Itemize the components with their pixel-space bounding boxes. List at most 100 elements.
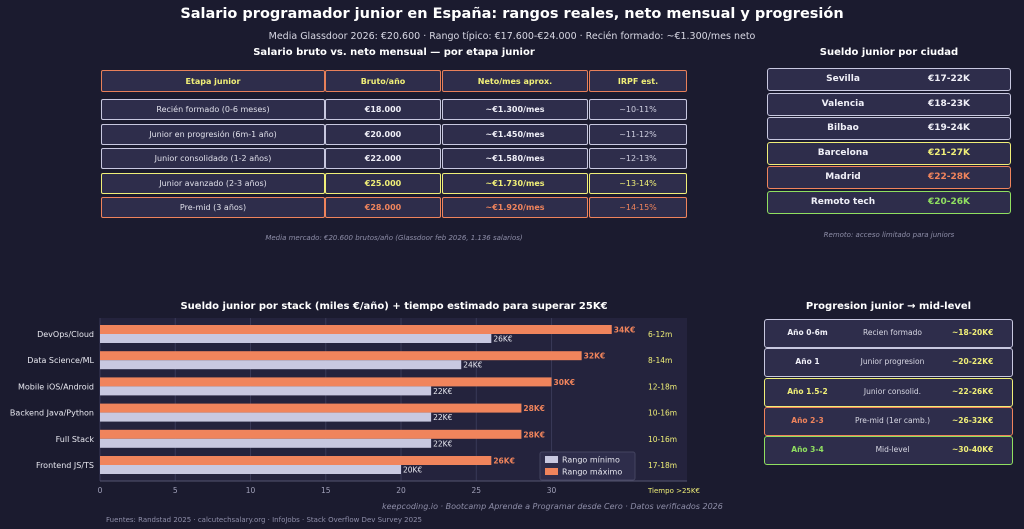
table-header-cell: IRPF est. [589, 70, 687, 92]
bar-min-label: 26K€ [493, 335, 512, 344]
progression-year: Año 0-6m [787, 328, 828, 337]
progression-salary: ~22-26K€ [952, 386, 994, 396]
legend-swatch [545, 468, 558, 475]
city-row: Remoto tech €20-26K [767, 190, 1011, 214]
page-title: Salario programador junior en España: ra… [180, 6, 844, 22]
city-row: Sevilla €17-22K [767, 68, 1011, 91]
bar-max-label: 30K€ [554, 378, 575, 387]
city-name: Sevilla [826, 74, 860, 84]
table-title: Salario bruto vs. neto mensual — por eta… [253, 47, 535, 58]
table-cell-etapa: Junior avanzado (2-3 años) [101, 172, 325, 194]
x-tick-label: 10 [246, 486, 256, 495]
bar-min-label: 22K€ [433, 413, 452, 422]
table-cell-bruto: €22.000 [325, 148, 441, 169]
progression-salary: ~18-20K€ [952, 328, 994, 337]
cities-note: Remoto: acceso limitado para juniors [823, 231, 955, 239]
page-subtitle: Media Glassdoor 2026: €20.600 · Rango tí… [268, 31, 756, 42]
bar-min [100, 438, 432, 448]
footer-sources: Fuentes: Randstad 2025 · calcutechsalary… [106, 516, 423, 524]
progression-year: Año 3-4 [791, 445, 824, 455]
time-label: 10-16m [648, 435, 677, 444]
x-tick-label: 25 [472, 486, 482, 495]
y-tick-label: Data Science/ML [27, 356, 94, 365]
table-cell-irpf: ~12-13% [589, 148, 687, 169]
y-tick-label: Backend Java/Python [10, 409, 94, 418]
progression-stage: Recien formado [863, 328, 922, 337]
progression-salary: ~30-40K€ [952, 445, 994, 455]
bar-max [100, 429, 522, 439]
bar-max-label: 32K€ [584, 352, 605, 361]
x-tick-label: 15 [321, 486, 331, 495]
bar-max [100, 351, 582, 361]
city-range: €18-23K [928, 98, 971, 109]
time-label: 17-18m [648, 461, 677, 470]
table-cell-etapa: Recién formado (0-6 meses) [101, 99, 325, 120]
y-tick-label: Frontend JS/TS [36, 461, 94, 470]
y-tick-label: Mobile iOS/Android [18, 382, 94, 391]
legend-swatch [545, 456, 558, 463]
bar-max [100, 403, 522, 413]
city-range: €22-28K [928, 172, 971, 182]
table-cell-irpf: ~11-12% [589, 123, 687, 145]
table-cell-neto: ~€1.450/mes [442, 123, 588, 145]
chart-title: Sueldo junior por stack (miles €/año) + … [180, 301, 608, 312]
bar-max-label: 34K€ [614, 326, 635, 335]
bar-min [100, 334, 492, 343]
table-cell-neto: ~€1.580/mes [442, 148, 588, 169]
bar-min [100, 386, 432, 396]
table-header-cell: Bruto/año [325, 70, 441, 92]
progression-salary: ~26-32K€ [952, 415, 994, 425]
bar-min-label: 24K€ [463, 361, 482, 370]
table-cell-bruto: €28.000 [325, 197, 441, 218]
table-cell-bruto: €20.000 [325, 123, 441, 145]
table-cell-irpf: ~10-11% [589, 99, 687, 120]
legend-label: Rango mínimo [562, 456, 620, 465]
city-row: Madrid €22-28K [767, 166, 1011, 189]
progression-year: Año 1.5-2 [787, 386, 828, 396]
footer-brand: keepcoding.io · Bootcamp Aprende a Progr… [382, 502, 723, 511]
bar-min-label: 20K€ [403, 466, 422, 475]
progression-row: Año 3-4 Mid-level ~30-40K€ [764, 436, 1013, 466]
y-tick-label: DevOps/Cloud [37, 330, 94, 339]
bar-min [100, 465, 402, 474]
x-tick-label: 30 [547, 486, 557, 495]
time-label: 12-18m [648, 382, 677, 391]
progression-title: Progresion junior → mid-level [805, 301, 972, 312]
city-row: Bilbao €19-24K [767, 117, 1011, 140]
bar-min [100, 360, 462, 370]
cities-title: Sueldo junior por ciudad [819, 47, 959, 58]
table-cell-irpf: ~14-15% [589, 197, 687, 218]
progression-year: Año 1 [795, 357, 820, 367]
time-label: 6-12m [648, 330, 672, 339]
city-range: €17-22K [928, 74, 971, 84]
table-cell-neto: ~€1.920/mes [442, 197, 588, 218]
table-cell-bruto: €25.000 [325, 172, 441, 194]
y-tick-label: Full Stack [56, 435, 95, 444]
table-cell-bruto: €18.000 [325, 99, 441, 120]
city-name: Valencia [821, 98, 865, 109]
table-cell-irpf: ~13-14% [589, 172, 687, 194]
bar-max [100, 377, 552, 387]
bar-min-label: 22K€ [433, 439, 452, 448]
x-tick-label: 20 [396, 486, 406, 495]
city-range: €20-26K [928, 196, 971, 207]
table-note: Media mercado: €20.600 brutos/año (Glass… [265, 234, 523, 242]
time-label: 10-16m [648, 409, 677, 418]
bar-max [100, 456, 492, 465]
time-axis-label: Tiempo >25K€ [647, 487, 700, 495]
progression-row: Año 1.5-2 Junior consolid. ~22-26K€ [764, 377, 1013, 407]
table-header-cell: Neto/mes aprox. [442, 70, 588, 92]
table-header-cell: Etapa junior [101, 70, 325, 92]
time-label: 8-14m [648, 356, 672, 365]
city-name: Madrid [825, 172, 861, 182]
bar-max-label: 28K€ [523, 404, 544, 413]
progression-row: Año 1 Junior progresion ~20-22K€ [764, 348, 1013, 378]
table-cell-etapa: Junior en progresión (6m-1 año) [101, 123, 325, 145]
city-row: Barcelona €21-27K [767, 141, 1011, 165]
x-tick-label: 5 [173, 486, 178, 495]
progression-stage: Mid-level [875, 445, 910, 455]
table-cell-neto: ~€1.730/mes [442, 172, 588, 194]
city-name: Remoto tech [810, 196, 876, 207]
table-cell-etapa: Junior consolidado (1-2 años) [101, 148, 325, 169]
progression-stage: Pre-mid (1er camb.) [854, 415, 931, 425]
